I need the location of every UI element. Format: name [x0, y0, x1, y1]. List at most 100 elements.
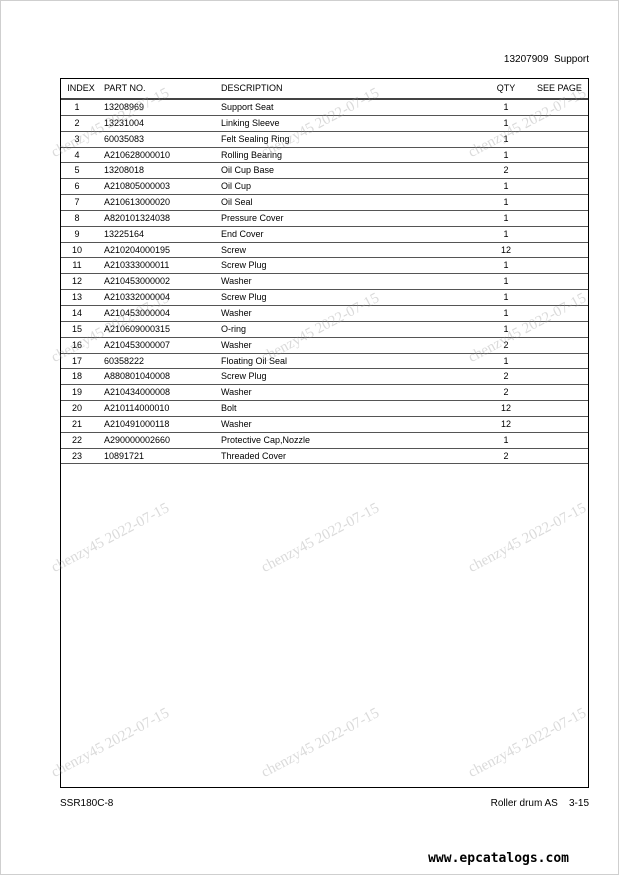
cell-description: Rolling Bearing	[221, 149, 283, 160]
cell-qty: 12	[500, 418, 511, 429]
cell-qty: 1	[503, 133, 509, 144]
cell-index: 16	[71, 339, 82, 350]
cell-qty: 1	[503, 117, 509, 128]
table-row: 21 A210491000118 Washer 12	[61, 417, 588, 433]
cell-part-no: A210609000315	[104, 323, 171, 334]
footer-model: SSR180C-8	[60, 798, 114, 809]
table-row: 9 13225164 End Cover 1	[61, 227, 588, 243]
table-row: 11 A210333000011 Screw Plug 1	[61, 258, 588, 275]
doc-number: 13207909	[503, 54, 549, 65]
col-qty: QTY	[496, 83, 516, 93]
parts-table: INDEX PART NO. DESCRIPTION QTY SEE PAGE …	[60, 78, 589, 788]
cell-qty: 1	[503, 292, 509, 303]
cell-qty: 1	[503, 276, 509, 287]
cell-description: Washer	[221, 339, 252, 350]
col-description: DESCRIPTION	[221, 83, 283, 93]
table-row: 10 A210204000195 Screw 12	[61, 243, 588, 259]
cell-description: Linking Sleeve	[221, 117, 280, 128]
cell-description: Protective Cap,Nozzle	[221, 434, 311, 445]
page-header: 13207909 Support	[504, 54, 589, 65]
cell-part-no: A210453000002	[104, 276, 171, 287]
cell-description: Oil Cup Base	[221, 165, 275, 176]
table-row: 8 A820101324038 Pressure Cover 1	[61, 211, 588, 227]
cell-index: 10	[71, 244, 82, 255]
doc-title: Support	[553, 54, 589, 65]
cell-description: Screw	[221, 244, 247, 255]
col-index: INDEX	[67, 83, 95, 93]
cell-index: 3	[74, 133, 80, 144]
table-row: 17 60358222 Floating Oil Seal 1	[61, 354, 588, 370]
cell-index: 14	[71, 307, 82, 318]
cell-part-no: A210434000008	[104, 387, 171, 398]
cell-part-no: 13225164	[104, 228, 145, 239]
table-row: 19 A210434000008 Washer 2	[61, 385, 588, 402]
cell-qty: 2	[503, 165, 509, 176]
table-row: 16 A210453000007 Washer 2	[61, 338, 588, 354]
cell-description: Washer	[221, 387, 252, 398]
cell-part-no: A210453000007	[104, 339, 171, 350]
cell-part-no: A880801040008	[104, 371, 171, 382]
cell-description: Support Seat	[221, 102, 274, 112]
table-header: INDEX PART NO. DESCRIPTION QTY SEE PAGE	[61, 79, 588, 100]
cell-index: 5	[74, 165, 80, 176]
cell-part-no: A210491000118	[104, 418, 170, 429]
cell-index: 15	[71, 323, 82, 334]
cell-part-no: 60358222	[104, 355, 145, 366]
cell-qty: 2	[503, 450, 509, 461]
cell-part-no: A210628000010	[104, 149, 171, 160]
footer-right: Roller drum AS 3-15	[491, 798, 589, 809]
col-part-no: PART NO.	[104, 83, 146, 93]
cell-index: 6	[74, 181, 80, 192]
table-row: 14 A210453000004 Washer 1	[61, 306, 588, 322]
table-row: 23 10891721 Threaded Cover 2	[61, 449, 588, 465]
table-row: 6 A210805000003 Oil Cup 1	[61, 179, 588, 196]
cell-description: Oil Seal	[221, 197, 253, 208]
cell-part-no: A210332000004	[104, 292, 171, 303]
cell-part-no: A210114000010	[104, 403, 170, 414]
site-watermark: www.epcatalogs.com	[428, 851, 569, 866]
cell-index: 23	[71, 450, 82, 461]
cell-description: Washer	[221, 418, 252, 429]
cell-description: Floating Oil Seal	[221, 355, 288, 366]
cell-qty: 1	[503, 434, 509, 445]
table-row: 5 13208018 Oil Cup Base 2	[61, 163, 588, 180]
cell-description: Felt Sealing Ring	[221, 133, 290, 144]
cell-description: Bolt	[221, 403, 237, 414]
cell-index: 1	[74, 102, 80, 112]
cell-qty: 1	[503, 181, 509, 192]
cell-qty: 1	[503, 260, 509, 271]
table-row: 13 A210332000004 Screw Plug 1	[61, 290, 588, 306]
cell-index: 20	[71, 403, 82, 414]
cell-index: 21	[71, 418, 82, 429]
cell-qty: 1	[503, 307, 509, 318]
cell-description: End Cover	[221, 228, 264, 239]
cell-part-no: A210204000195	[104, 244, 171, 255]
cell-part-no: A210333000011	[104, 260, 170, 271]
cell-index: 17	[71, 355, 82, 366]
cell-description: Screw Plug	[221, 292, 267, 303]
table-row: 18 A880801040008 Screw Plug 2	[61, 369, 588, 386]
table-row: 20 A210114000010 Bolt 12	[61, 401, 588, 417]
cell-qty: 1	[503, 149, 509, 160]
table-row: 22 A290000002660 Protective Cap,Nozzle 1	[61, 433, 588, 449]
col-see-page: SEE PAGE	[537, 83, 582, 93]
footer-page: 3-15	[568, 798, 589, 809]
cell-index: 11	[72, 260, 82, 271]
cell-description: Oil Cup	[221, 181, 252, 192]
cell-qty: 2	[503, 371, 509, 382]
cell-qty: 2	[503, 387, 509, 398]
table-row: 3 60035083 Felt Sealing Ring 1	[61, 132, 588, 148]
cell-description: O-ring	[221, 323, 247, 334]
table-row: 1 13208969 Support Seat 1	[61, 100, 588, 116]
table-row: 12 A210453000002 Washer 1	[61, 274, 588, 291]
cell-index: 4	[74, 149, 80, 160]
cell-part-no: A210453000004	[104, 307, 171, 318]
footer-section: Roller drum AS	[490, 798, 558, 809]
cell-index: 2	[74, 117, 80, 128]
cell-part-no: 13208969	[104, 102, 145, 112]
table-row: 2 13231004 Linking Sleeve 1	[61, 116, 588, 132]
cell-qty: 1	[503, 323, 509, 334]
cell-index: 18	[71, 371, 82, 382]
cell-part-no: 10891721	[104, 450, 145, 461]
